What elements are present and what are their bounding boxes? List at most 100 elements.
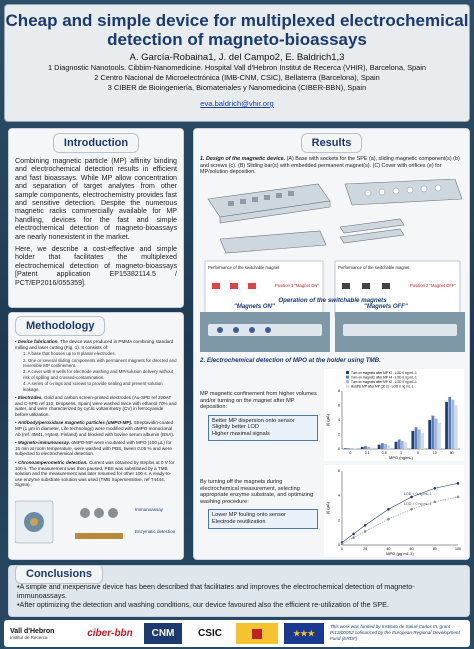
intro-paragraph-2: Here, we describe a cost-effective and s… — [15, 245, 177, 287]
operation-title: Operation of the switchable magnets — [278, 297, 387, 304]
cnm-logo: CNM — [144, 623, 182, 644]
x-tick-label: 10 — [433, 451, 437, 455]
scheme-electrode-center — [30, 518, 38, 526]
bar — [347, 448, 351, 449]
y-tick-label: 8 — [338, 389, 340, 393]
figure1-caption-title: 1. Design of the magnetic device. — [200, 156, 286, 162]
data-point — [387, 507, 390, 511]
introduction-box: Introduction Combining magnetic particle… — [8, 128, 184, 308]
bullet1-sub-1: Better MP dispersion onto sensor — [212, 417, 295, 424]
series-line — [341, 496, 459, 545]
y-tick-label: 4 — [338, 494, 340, 498]
methodology-subitem: 2. One or several sliding components wit… — [23, 358, 177, 369]
diagram-d — [219, 230, 327, 254]
magnets-off-label: "Magnets OFF" — [364, 304, 408, 310]
y-tick-label: 4 — [338, 418, 340, 422]
legend-swatch — [346, 375, 349, 379]
methodology-item-text: 1. A base that houses up to 8 planar ele… — [23, 351, 116, 357]
contact-email-link[interactable]: eva.baldrich@vhir.org — [200, 99, 274, 108]
y-tick-label: 6 — [338, 404, 340, 408]
ciber-bbn-logo: ciber-bbn — [87, 628, 133, 639]
methodology-item-text: Gold and carbon screen-printed electrode… — [15, 395, 177, 417]
affiliation-2: 2 Centro Nacional de Microelectrónica (I… — [94, 73, 380, 82]
methodology-item: • Device fabrication. The device was pro… — [15, 339, 174, 350]
data-point — [456, 495, 460, 499]
legend-swatch — [346, 380, 349, 384]
data-point — [433, 500, 437, 504]
data-point — [410, 507, 413, 511]
magnet-performance-panel-a — [204, 260, 324, 318]
methodology-item: • Electrodes. Gold and carbon screen-pri… — [15, 395, 177, 417]
data-point — [363, 530, 367, 533]
methodology-item-text: Current was obtained by steplos at 0 V f… — [15, 459, 175, 488]
methodology-item-text: αMPO-MP were incubated with MPO (100 µL)… — [15, 440, 172, 457]
scheme-label-immunoassay: Immunoassay — [135, 507, 164, 512]
legend-swatch — [346, 371, 349, 374]
methodology-subitem: 4. A series of o-rings and screws to pro… — [23, 381, 177, 392]
y-tick-label: 0 — [338, 543, 340, 547]
data-point — [433, 486, 437, 490]
magnet-performance-label-b: Performance of the switchable magnet — [338, 265, 410, 270]
bar-chart: 0 0.1 0.5 1 5 10 50 0 2 4 6 8 Turn on magnets after … — [324, 369, 464, 461]
diagram-b — [339, 218, 405, 244]
results-heading: Results — [300, 133, 363, 153]
methodology-item-text: 4. A series of o-rings and screws to pro… — [23, 381, 163, 392]
figure1-caption: 1. Design of the magnetic device. (A) Ba… — [200, 156, 463, 176]
bar — [344, 448, 347, 449]
position2-label: Position 2 "Magnet OFF" — [410, 283, 457, 288]
methodology-item-text: 3. A cover with 8 wells for electrode wa… — [23, 369, 174, 380]
bar — [431, 415, 435, 449]
bar — [411, 430, 415, 449]
data-point — [456, 482, 460, 485]
ministry-logo — [236, 623, 278, 644]
bullet2-sub-1: Lower MP fouling onto sensor — [212, 512, 286, 519]
bar — [454, 405, 458, 449]
y-axis-label: |I| (µA) — [325, 501, 330, 514]
bar — [421, 433, 424, 449]
affiliation-1: 1 Diagnostic Nanotools. Cibbim-Nanomedic… — [48, 63, 426, 72]
magnet-performance-label-a: Performance of the switchable magnet — [208, 265, 280, 270]
methodology-box: Methodology • Device fabrication. The de… — [8, 312, 184, 560]
x-tick-label: 60 — [410, 547, 414, 551]
bar — [394, 441, 398, 449]
x-tick-label: 0.5 — [382, 451, 387, 455]
scheme-mp-2 — [94, 508, 104, 518]
bar — [404, 442, 408, 449]
bar — [350, 448, 354, 449]
logo-bar: Vall d'Hebron Institut de Recerca ciber-… — [4, 620, 470, 647]
vall-hebron-logo: Vall d'Hebron Institut de Recerca — [10, 623, 70, 644]
y-axis-label: |I| (µA) — [325, 413, 330, 426]
figure2-heading: 2. Electrochemical detection of MPO at t… — [200, 357, 381, 364]
methodology-subitem: 3. A cover with 8 wells for electrode wa… — [23, 369, 177, 380]
data-point — [410, 495, 413, 499]
x-tick-label: 40 — [386, 547, 390, 551]
methodology-item: • Magneto-immunoassay. αMPO-MP were incu… — [15, 440, 172, 457]
intro-paragraph-1: Combining magnetic particle (MP) affinit… — [15, 157, 177, 241]
title-line-1: Cheap and simple device for multiplexed … — [5, 11, 469, 30]
y-tick-label: 2 — [338, 518, 340, 522]
conclusions-list: A simple and inexpensive device has been… — [17, 582, 461, 609]
vall-hebron-sub: Institut de Recerca — [10, 634, 48, 640]
introduction-heading: Introduction — [52, 133, 140, 153]
legend-swatch — [346, 384, 349, 388]
x-tick-label: 80 — [433, 547, 437, 551]
immunoassay-scheme: Immunoassay Enzymatic detection — [15, 500, 176, 544]
operation-photos — [200, 312, 465, 352]
x-tick-label: 50 — [450, 451, 454, 455]
conclusion-item: After optimizing the detection and washi… — [17, 600, 461, 609]
csic-logo: CSIC — [198, 628, 222, 639]
x-tick-label: 20 — [363, 547, 367, 551]
methodology-item-text: 2. One or several sliding components wit… — [23, 357, 177, 368]
bar — [414, 427, 418, 449]
bar — [364, 446, 367, 449]
bar — [360, 446, 364, 449]
y-tick-label: 6 — [338, 469, 340, 473]
data-point — [352, 536, 355, 539]
position1-label: Position 1 "Magnet ON" — [275, 283, 319, 288]
bar — [437, 422, 441, 449]
methodology-item-title: Device fabrication. — [17, 339, 59, 344]
bullet1-sub-2: Slightly better LOD — [212, 424, 259, 431]
bar — [401, 441, 404, 449]
eu-flag-logo: ★★★ — [284, 623, 324, 644]
